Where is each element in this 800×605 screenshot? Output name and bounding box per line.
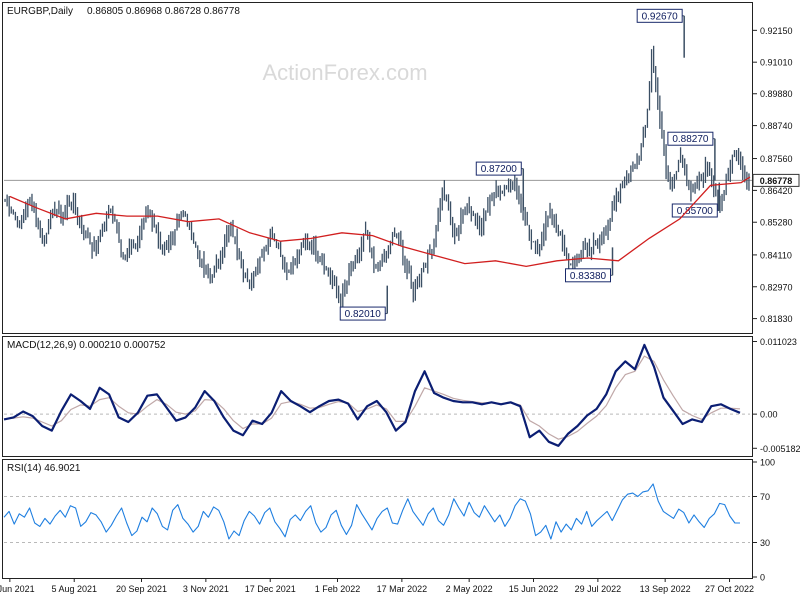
main-y-tick-label: 0.84110 <box>760 250 792 260</box>
x-tick-label: 1 Feb 2022 <box>315 584 361 594</box>
x-tick-label: 17 Mar 2022 <box>377 584 428 594</box>
x-tick-label: 29 Jul 2022 <box>575 584 622 594</box>
x-tick-label: 15 Jun 2022 <box>509 584 559 594</box>
rsi-y-tick-label: 70 <box>760 492 770 502</box>
annotation-label: 0.82010 <box>345 309 382 320</box>
x-tick-label: 20 Sep 2021 <box>116 584 167 594</box>
annotation-box <box>475 161 522 176</box>
macd-y-tick-label: 0.011023 <box>760 337 797 347</box>
macd-panel-frame <box>2 336 753 457</box>
x-tick-label: 13 Sep 2022 <box>640 584 691 594</box>
macd-line <box>3 343 741 447</box>
rsi-y-tick-label: 0 <box>760 573 765 583</box>
annotation-box <box>565 268 612 283</box>
main-y-tick-label: 0.92150 <box>760 26 793 36</box>
main-y-tick-label: 0.86420 <box>760 186 793 196</box>
annotation-label: 0.92670 <box>642 11 679 22</box>
annotation-box <box>667 131 714 146</box>
rsi-panel-frame <box>2 459 753 579</box>
x-tick-label: 17 Dec 2021 <box>245 584 296 594</box>
annotation-label: 0.85700 <box>677 206 714 217</box>
macd-y-tick-label: -0.005182 <box>760 444 800 454</box>
x-tick-label: 2 May 2022 <box>446 584 493 594</box>
main-y-tick-label: 0.91010 <box>760 58 793 68</box>
macd-y-tick-label: 0.00 <box>760 410 778 420</box>
rsi-line <box>3 483 740 540</box>
main-panel-frame <box>2 2 753 334</box>
annotation-box <box>636 8 683 23</box>
main-plot-layer: 0.92670 0.88270 0.87200 0.85700 0.83380 0.820… <box>4 8 752 321</box>
macd-signal-line <box>3 355 741 440</box>
chart-ohlc: 0.86805 0.86968 0.86728 0.86778 <box>87 6 240 17</box>
annotation-box <box>339 306 386 321</box>
annotation-label: 0.87200 <box>481 164 518 175</box>
x-tick-label: 22 Jun 2021 <box>0 584 35 594</box>
chart-symbol: EURGBP,Daily <box>7 6 73 17</box>
x-tick-label: 5 Aug 2021 <box>51 584 97 594</box>
rsi-y-tick-label: 30 <box>760 538 770 548</box>
main-y-tick-label: 0.85280 <box>760 218 793 228</box>
sma-line <box>9 176 751 268</box>
axis-layer: 22 Jun 2021 5 Aug 2021 20 Sep 2021 3 Nov 20… <box>0 26 800 594</box>
rsi-title: RSI(14) 46.9021 <box>7 463 81 474</box>
main-y-tick-label: 0.89880 <box>760 89 793 99</box>
x-tick-label: 27 Oct 2022 <box>705 584 754 594</box>
macd-plot-layer <box>3 343 750 447</box>
macd-title: MACD(12,26,9) 0.000210 0.000752 <box>7 340 166 351</box>
price-bars <box>4 45 750 309</box>
current-price-tag-box <box>752 173 800 187</box>
main-y-tick-label: 0.87560 <box>760 154 793 164</box>
main-y-tick-label: 0.82970 <box>760 282 793 292</box>
main-y-tick-label: 0.88740 <box>760 121 793 131</box>
watermark: ActionForex.com <box>262 60 427 85</box>
annotation-label: 0.88270 <box>672 134 709 145</box>
current-price-tag: 0.86778 <box>760 176 793 186</box>
annotation-box <box>671 203 718 218</box>
annotation-label: 0.83380 <box>570 271 607 282</box>
rsi-y-tick-label: 100 <box>760 458 775 468</box>
main-y-tick-label: 0.81830 <box>760 314 793 324</box>
x-tick-label: 3 Nov 2021 <box>183 584 229 594</box>
rsi-plot-layer <box>3 483 750 543</box>
